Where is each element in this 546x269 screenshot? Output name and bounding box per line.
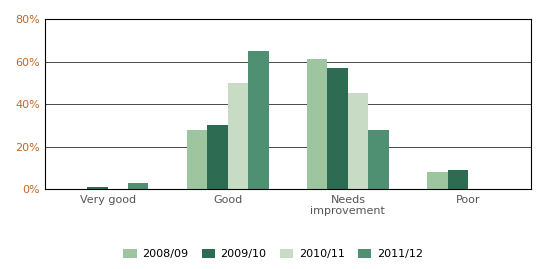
Bar xyxy=(87,187,108,189)
Bar xyxy=(187,130,207,189)
Bar xyxy=(427,172,448,189)
Bar xyxy=(128,183,149,189)
Bar xyxy=(328,68,348,189)
Bar xyxy=(228,83,248,189)
Legend: 2008/09, 2009/10, 2010/11, 2011/12: 2008/09, 2009/10, 2010/11, 2011/12 xyxy=(119,244,427,263)
Bar xyxy=(248,51,269,189)
Bar xyxy=(348,93,369,189)
Bar xyxy=(448,170,468,189)
Bar xyxy=(369,130,389,189)
Bar xyxy=(207,125,228,189)
Bar xyxy=(307,59,328,189)
